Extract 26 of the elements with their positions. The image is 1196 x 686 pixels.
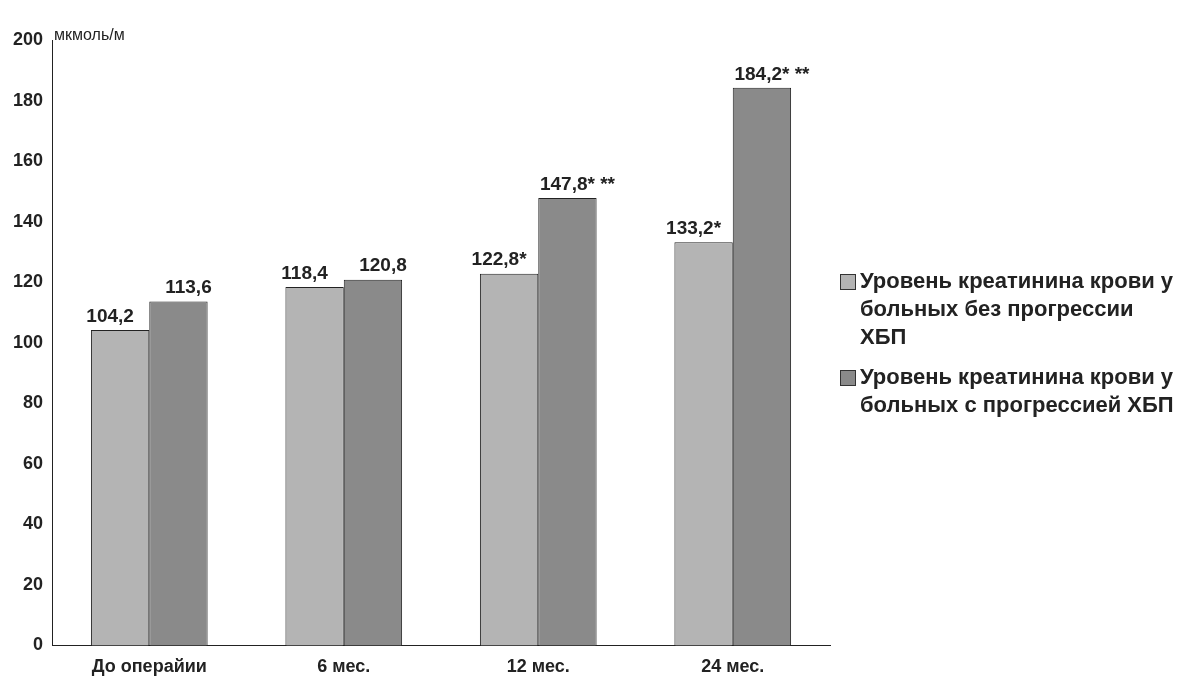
- x-tick-label: 24 мес.: [701, 656, 765, 677]
- x-tick-label: До операйии: [91, 656, 207, 677]
- x-tick-label: 12 мес.: [506, 656, 570, 677]
- data-label: 104,2: [86, 304, 134, 326]
- y-tick-label: 0: [33, 634, 44, 655]
- x-tick-label: 6 мес.: [317, 656, 371, 677]
- data-label: 113,6: [165, 276, 212, 298]
- y-tick-label: 60: [23, 452, 44, 473]
- y-tick-label: 80: [23, 392, 44, 413]
- legend-label: Уровень креатинина крови у больных без прогрессии ХБП: [860, 267, 1175, 351]
- y-axis-title: мкмоль/м: [54, 26, 125, 44]
- y-tick-label: 40: [23, 513, 44, 534]
- y-tick-label: 160: [12, 150, 44, 171]
- y-tick-label: 200: [12, 28, 44, 49]
- data-label: 147,8* **: [539, 172, 616, 194]
- data-label: 118,4: [281, 261, 329, 283]
- y-tick-label: 180: [12, 89, 44, 110]
- y-tick-label: 120: [12, 271, 44, 292]
- y-tick-label: 100: [12, 331, 44, 352]
- data-label: 184,2* **: [734, 62, 811, 84]
- y-tick-label: 20: [23, 573, 44, 594]
- y-tick-label: 140: [12, 210, 44, 231]
- legend-label: Уровень креатинина крови у больных с прогрессией ХБП: [860, 363, 1175, 419]
- data-label: 133,2*: [666, 216, 722, 238]
- data-label: 122,8*: [471, 248, 528, 270]
- data-label: 120,8: [359, 254, 407, 276]
